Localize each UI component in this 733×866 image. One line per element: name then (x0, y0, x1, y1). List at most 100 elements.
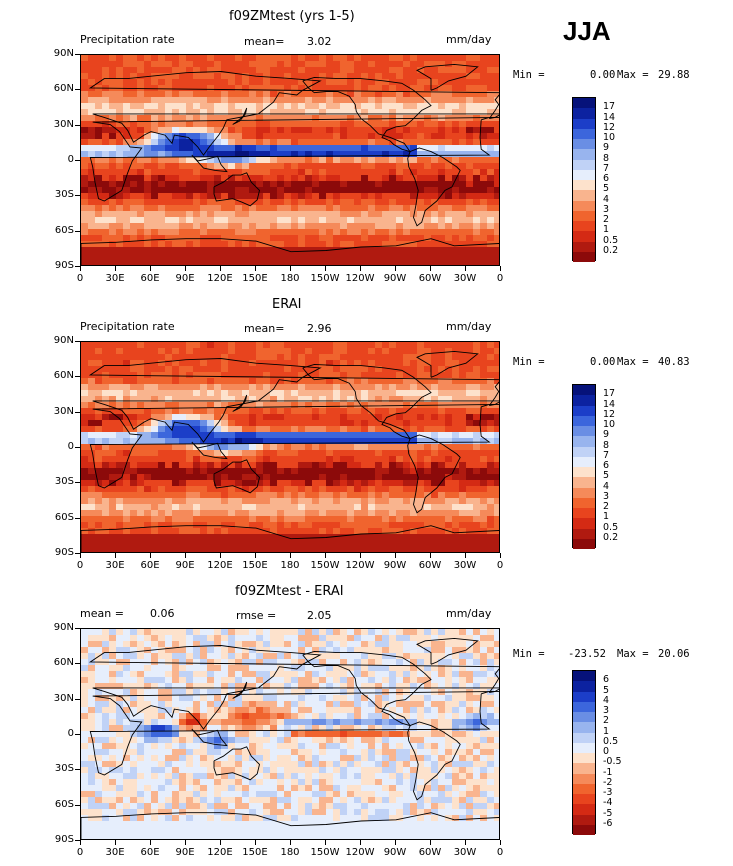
field-cell (389, 342, 397, 349)
field-cell (312, 665, 320, 672)
field-cell (494, 55, 499, 62)
field-cell (452, 384, 460, 391)
field-cell (333, 175, 341, 182)
field-cell (270, 157, 278, 164)
field-cell (389, 510, 397, 517)
field-cell (130, 635, 138, 642)
field-cell (473, 85, 481, 92)
field-cell (95, 169, 103, 176)
field-cell (452, 480, 460, 487)
field-cell (242, 85, 250, 92)
field-cell (179, 366, 187, 373)
field-cell (158, 187, 166, 194)
field-cell (347, 211, 355, 218)
field-cell (228, 139, 236, 146)
field-cell (284, 384, 292, 391)
field-cell (137, 193, 145, 200)
field-cell (193, 456, 201, 463)
field-cell (179, 145, 187, 152)
field-cell (452, 492, 460, 499)
field-cell (326, 97, 334, 104)
field-cell (480, 61, 488, 68)
field-cell (298, 432, 306, 439)
field-cell (361, 157, 369, 164)
field-cell (123, 456, 131, 463)
field-cell (221, 360, 229, 367)
field-cell (172, 528, 180, 535)
field-cell (410, 468, 418, 475)
max-label: Max = (617, 356, 649, 368)
field-cell (116, 121, 124, 128)
field-cell (207, 366, 215, 373)
field-cell (179, 444, 187, 451)
field-cell (235, 360, 243, 367)
field-cell (123, 647, 131, 654)
field-cell (431, 384, 439, 391)
field-cell (424, 348, 432, 355)
field-cell (389, 205, 397, 212)
field-cell (431, 157, 439, 164)
field-cell (88, 432, 96, 439)
field-cell (431, 127, 439, 134)
field-cell (487, 247, 495, 254)
field-cell (158, 456, 166, 463)
field-cell (242, 432, 250, 439)
field-cell (480, 223, 488, 230)
field-cell (340, 492, 348, 499)
field-cell (214, 115, 222, 122)
field-cell (172, 253, 180, 260)
field-cell (403, 390, 411, 397)
field-cell (228, 671, 236, 678)
field-cell (319, 528, 327, 535)
field-cell (354, 187, 362, 194)
field-cell (151, 546, 159, 552)
field-cell (326, 516, 334, 523)
field-cell (193, 486, 201, 493)
field-cell (438, 133, 446, 140)
field-cell (144, 67, 152, 74)
field-cell (137, 647, 145, 654)
field-cell (452, 187, 460, 194)
field-cell (319, 659, 327, 666)
field-cell (151, 265, 159, 266)
field-cell (165, 552, 173, 553)
field-cell (487, 55, 495, 62)
field-cell (445, 199, 453, 206)
field-cell (277, 247, 285, 254)
field-cell (382, 384, 390, 391)
field-cell (172, 85, 180, 92)
field-cell (326, 342, 334, 349)
field-cell (473, 211, 481, 218)
field-cell (326, 420, 334, 427)
field-cell (277, 414, 285, 421)
field-cell (375, 360, 383, 367)
field-cell (487, 372, 495, 379)
field-cell (88, 665, 96, 672)
field-cell (172, 534, 180, 541)
field-cell (277, 456, 285, 463)
field-cell (263, 85, 271, 92)
field-cell (179, 629, 187, 636)
field-cell (291, 348, 299, 355)
field-cell (466, 665, 474, 672)
field-cell (298, 247, 306, 254)
field-cell (200, 247, 208, 254)
field-cell (172, 420, 180, 427)
field-cell (235, 55, 243, 62)
field-cell (431, 205, 439, 212)
field-cell (207, 163, 215, 170)
field-cell (151, 79, 159, 86)
field-cell (368, 396, 376, 403)
field-cell (144, 229, 152, 236)
field-cell (403, 199, 411, 206)
field-cell (361, 223, 369, 230)
field-cell (116, 127, 124, 134)
field-cell (256, 223, 264, 230)
field-cell (81, 450, 89, 457)
field-cell (438, 546, 446, 552)
field-cell (228, 169, 236, 176)
field-cell (459, 402, 467, 409)
field-cell (277, 199, 285, 206)
field-cell (410, 552, 418, 553)
field-cell (123, 67, 131, 74)
